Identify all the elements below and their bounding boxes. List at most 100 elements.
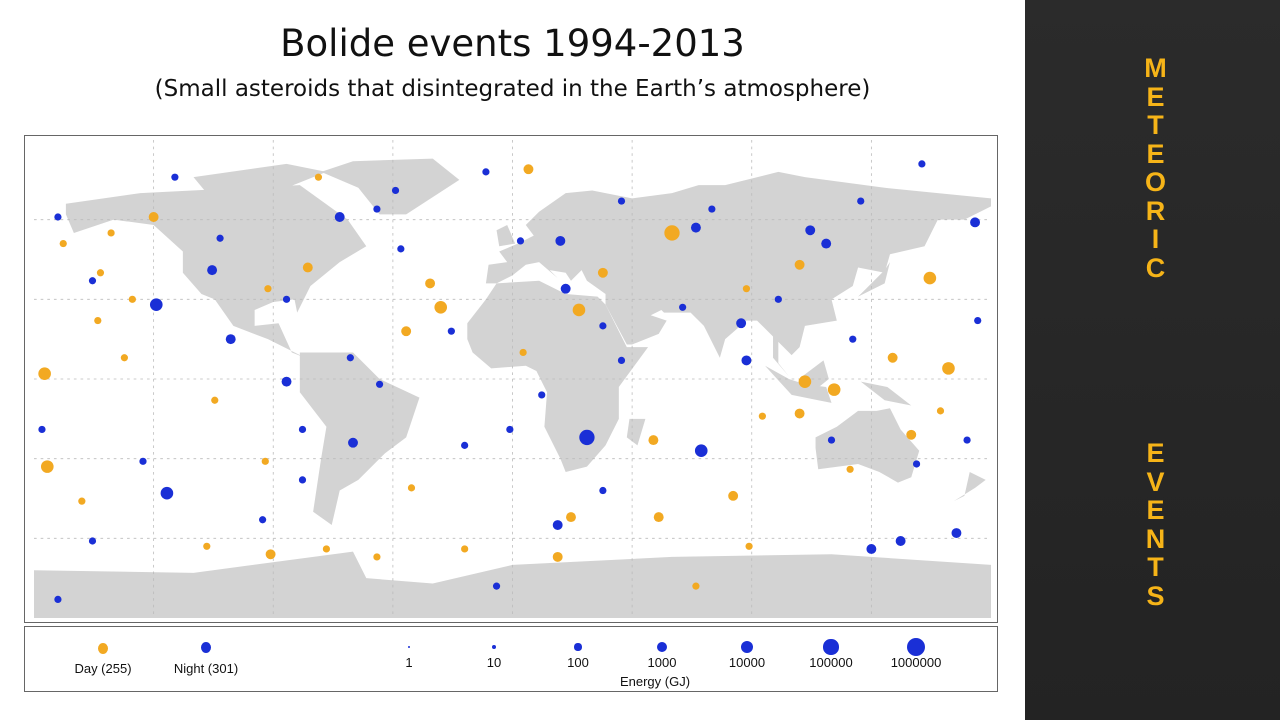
energy-label-10000: 10000 bbox=[728, 655, 766, 670]
night-event-dot bbox=[506, 425, 514, 434]
day-event-dot bbox=[887, 352, 898, 363]
night-event-dot bbox=[54, 595, 62, 604]
day-event-dot bbox=[653, 512, 664, 523]
night-event-dot bbox=[552, 520, 563, 531]
night-event-dot bbox=[225, 334, 236, 345]
day-event-dot bbox=[936, 407, 945, 415]
night-event-dot bbox=[599, 322, 607, 330]
night-event-dot bbox=[821, 238, 832, 249]
night-event-dot bbox=[375, 380, 384, 388]
night-event-dot bbox=[857, 197, 865, 205]
night-event-dot bbox=[617, 197, 626, 205]
events-letter: S bbox=[1146, 580, 1165, 611]
day-event-dot bbox=[648, 435, 659, 446]
night-event-dot bbox=[736, 318, 747, 329]
day-event-dot bbox=[407, 484, 416, 492]
day-event-dot bbox=[425, 278, 436, 289]
night-event-dot bbox=[348, 437, 358, 448]
night-event-dot bbox=[560, 283, 571, 294]
night-event-dot bbox=[298, 425, 307, 434]
night-event-dot bbox=[391, 186, 400, 195]
meteoric-letter: M bbox=[1144, 53, 1167, 83]
meteoric-letter: I bbox=[1151, 224, 1160, 254]
slide: Bolide events 1994-2013 (Small asteroids… bbox=[24, 22, 998, 692]
night-event-dot bbox=[866, 544, 877, 554]
night-event-dot bbox=[171, 173, 179, 181]
world-map bbox=[34, 140, 991, 618]
energy-dot-10 bbox=[491, 644, 497, 650]
energy-label-10: 10 bbox=[486, 655, 502, 670]
night-event-dot bbox=[974, 316, 982, 325]
day-event-dot bbox=[302, 262, 313, 273]
day-event-dot bbox=[94, 316, 102, 325]
meteoric-letter: E bbox=[1146, 138, 1165, 169]
day-event-dot bbox=[566, 512, 576, 523]
night-event-dot bbox=[690, 222, 701, 233]
meteoric-letter: E bbox=[1146, 81, 1165, 112]
meteoric-letter: O bbox=[1144, 167, 1166, 197]
bolide-map bbox=[24, 135, 998, 623]
land-eurasia bbox=[485, 171, 991, 377]
day-event-dot bbox=[794, 259, 805, 270]
night-event-dot bbox=[970, 217, 980, 228]
day-event-dot bbox=[794, 408, 805, 419]
land-south-america bbox=[299, 352, 420, 526]
night-event-dot bbox=[895, 536, 906, 546]
day-event-dot bbox=[265, 549, 276, 560]
events-letter: E bbox=[1146, 438, 1165, 468]
land-madagascar bbox=[626, 418, 646, 446]
land-uk bbox=[496, 224, 516, 247]
day-event-dot bbox=[923, 271, 937, 285]
day-event-dot bbox=[78, 497, 86, 505]
day-event-dot bbox=[942, 362, 955, 375]
land-new-guinea bbox=[860, 381, 912, 406]
day-event-dot bbox=[322, 545, 331, 553]
meteoric-letter: C bbox=[1145, 252, 1166, 283]
energy-dot-1000000 bbox=[907, 638, 925, 656]
night-event-dot bbox=[207, 265, 218, 276]
day-event-dot bbox=[148, 212, 159, 222]
night-event-dot bbox=[679, 303, 687, 311]
day-event-dot bbox=[906, 429, 917, 440]
day-event-dot bbox=[264, 285, 272, 293]
day-event-dot bbox=[107, 229, 115, 237]
events-letter: V bbox=[1146, 466, 1165, 497]
night-event-dot bbox=[397, 245, 405, 253]
night-event-dot bbox=[346, 354, 354, 362]
night-event-dot bbox=[38, 425, 46, 434]
energy-title: Energy (GJ) bbox=[619, 674, 691, 689]
events-letter: T bbox=[1147, 552, 1164, 582]
night-event-dot bbox=[827, 436, 836, 444]
energy-dot-100 bbox=[574, 643, 582, 651]
legend: Day (255) Night (301) 1 10 100 1000 10000 100… bbox=[24, 626, 998, 692]
land-antarctica bbox=[34, 551, 991, 618]
night-event-dot bbox=[482, 168, 490, 176]
day-event-dot bbox=[692, 582, 700, 590]
energy-dot-100000 bbox=[823, 639, 839, 655]
night-event-dot bbox=[555, 235, 566, 246]
land-arctic-islands bbox=[193, 163, 327, 194]
night-event-dot bbox=[741, 355, 752, 366]
energy-dot-1000 bbox=[657, 642, 667, 652]
day-event-dot bbox=[203, 542, 211, 550]
events-letter: N bbox=[1145, 523, 1166, 554]
night-event-dot bbox=[516, 237, 525, 245]
slide-title: Bolide events 1994-2013 bbox=[280, 22, 745, 65]
graticule bbox=[34, 140, 991, 618]
energy-label-1: 1 bbox=[405, 655, 413, 670]
night-event-dot bbox=[139, 457, 147, 465]
day-event-dot bbox=[664, 225, 680, 241]
night-event-dot bbox=[708, 205, 716, 213]
event-dots bbox=[38, 160, 982, 604]
night-event-dot bbox=[461, 441, 469, 449]
night-event-dot bbox=[160, 486, 174, 500]
night-event-dot bbox=[599, 486, 607, 495]
night-event-dot bbox=[918, 160, 926, 168]
events-letter: E bbox=[1146, 495, 1165, 525]
energy-dot-1 bbox=[408, 646, 410, 648]
night-event-dot bbox=[538, 391, 546, 399]
night-event-dot bbox=[849, 335, 857, 343]
day-event-dot bbox=[798, 375, 812, 388]
night-event-dot bbox=[492, 582, 501, 590]
